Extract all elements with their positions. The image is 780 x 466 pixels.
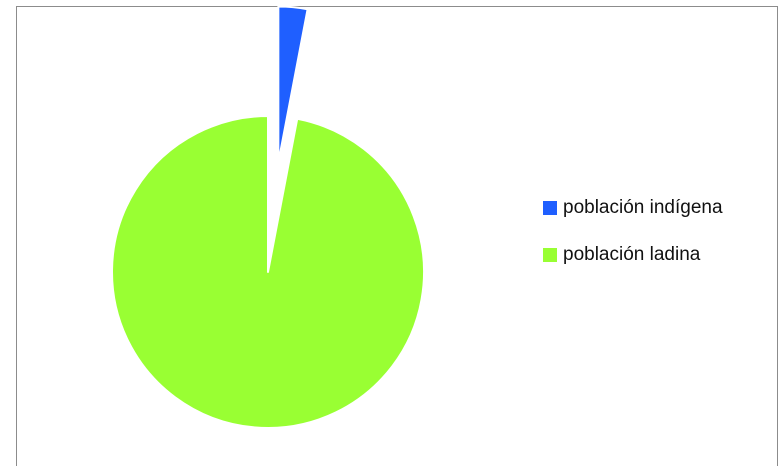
pie-slice-poblacion-indigena: [277, 5, 309, 164]
legend-swatch-poblacion-ladina: [543, 248, 557, 262]
pie-chart: [111, 5, 425, 429]
legend: población indígena población ladina: [543, 196, 723, 290]
legend-label-poblacion-indigena: población indígena: [563, 197, 723, 218]
legend-label-poblacion-ladina: población ladina: [563, 244, 701, 265]
pie-slice-poblacion-ladina: [111, 115, 425, 429]
legend-item-poblacion-indigena: población indígena: [543, 196, 723, 220]
legend-swatch-poblacion-indigena: [543, 201, 557, 215]
legend-item-poblacion-ladina: población ladina: [543, 243, 723, 267]
